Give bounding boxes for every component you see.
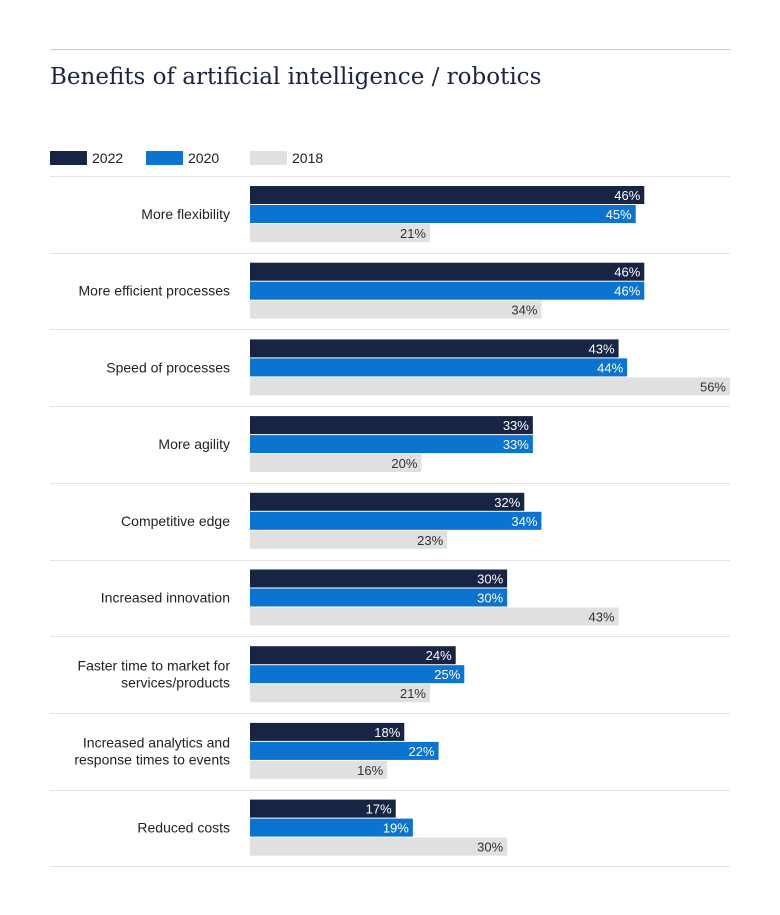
data-label-2018: 34% <box>511 303 537 318</box>
bar-2022 <box>250 646 456 665</box>
data-label-2020: 33% <box>503 437 529 452</box>
bar-2018 <box>250 760 388 779</box>
data-label-2018: 30% <box>477 840 503 855</box>
data-label-2022: 24% <box>426 648 452 663</box>
data-label-2020: 25% <box>434 667 460 682</box>
legend-swatch-2018 <box>250 151 287 165</box>
category-label: More agility <box>158 436 230 452</box>
bar-2018 <box>250 224 430 242</box>
bar-2022 <box>250 339 619 358</box>
data-label-2020: 22% <box>409 744 435 759</box>
data-label-2018: 20% <box>391 456 417 471</box>
category-label: More flexibility <box>141 206 230 222</box>
category-label-line: Competitive edge <box>121 513 230 529</box>
legend-item-2022: 2022 <box>50 148 123 168</box>
category-label: Reduced costs <box>137 820 230 836</box>
legend-item-2020: 2020 <box>146 148 219 168</box>
data-label-2022: 32% <box>494 495 520 510</box>
data-label-2018: 21% <box>400 686 426 701</box>
data-label-2020: 30% <box>477 591 503 606</box>
bar-2020 <box>250 588 508 607</box>
data-label-2022: 46% <box>614 188 640 203</box>
bar-2022 <box>250 492 525 511</box>
bar-2022 <box>250 799 396 818</box>
bar-2020 <box>250 665 465 684</box>
bar-2018 <box>250 837 508 856</box>
legend-swatch-2020 <box>146 151 183 165</box>
legend-label-2018: 2018 <box>292 150 324 166</box>
category-label-line: response times to events <box>74 751 230 767</box>
data-label-2022: 30% <box>477 572 503 587</box>
data-label-2022: 18% <box>374 725 400 740</box>
data-label-2020: 44% <box>597 360 623 375</box>
bar-2018 <box>250 684 430 703</box>
legend-item-2018: 2018 <box>250 148 323 168</box>
bar-2022 <box>250 186 645 204</box>
data-label-2022: 17% <box>366 802 392 817</box>
data-label-2018: 16% <box>357 763 383 778</box>
category-label: Competitive edge <box>121 513 230 529</box>
top-divider <box>50 49 730 50</box>
data-label-2018: 21% <box>400 226 426 241</box>
chart-title: Benefits of artificial intelligence / ro… <box>50 64 542 90</box>
category-label-line: Increased analytics and <box>83 734 230 750</box>
category-label: Speed of processes <box>106 359 230 375</box>
category-label-line: Reduced costs <box>137 820 230 836</box>
data-label-2018: 23% <box>417 533 443 548</box>
data-label-2020: 34% <box>511 514 537 529</box>
data-label-2020: 19% <box>383 821 409 836</box>
bar-2020 <box>250 358 628 377</box>
data-label-2020: 45% <box>606 207 632 222</box>
bar-2022 <box>250 722 405 741</box>
bar-2018 <box>250 300 542 319</box>
data-label-2022: 43% <box>589 341 615 356</box>
bar-2022 <box>250 262 645 281</box>
category-label-line: Faster time to market for <box>78 658 231 674</box>
category-label-line: More agility <box>158 436 230 452</box>
bar-2018 <box>250 454 422 473</box>
category-label-line: Speed of processes <box>106 359 230 375</box>
legend-swatch-2022 <box>50 151 87 165</box>
legend-label-2022: 2022 <box>92 150 124 166</box>
bar-2020 <box>250 511 542 530</box>
category-label: Faster time to market for services/produc… <box>78 658 231 691</box>
category-label-line: More efficient processes <box>79 283 230 299</box>
bar-2020 <box>250 741 439 760</box>
category-label-line: Increased innovation <box>101 590 230 606</box>
data-label-2020: 46% <box>614 284 640 299</box>
category-label-line: services/products <box>121 675 230 691</box>
legend-label-2020: 2020 <box>188 150 220 166</box>
bar-2022 <box>250 416 533 435</box>
bar-2020 <box>250 281 645 300</box>
bar-2020 <box>250 205 636 223</box>
bar-2018 <box>250 607 619 626</box>
data-label-2018: 43% <box>589 610 615 625</box>
bar-2020 <box>250 818 413 837</box>
bar-2018 <box>250 530 448 549</box>
bar-2018 <box>250 377 730 396</box>
category-label: More efficient processes <box>79 283 230 299</box>
bar-2020 <box>250 435 533 454</box>
data-label-2022: 33% <box>503 418 529 433</box>
data-label-2022: 46% <box>614 265 640 280</box>
category-label: Increased analytics and response times to… <box>74 734 230 767</box>
bar-2022 <box>250 569 508 588</box>
category-label: Increased innovation <box>101 590 230 606</box>
data-label-2018: 56% <box>700 379 726 394</box>
category-label-line: More flexibility <box>141 206 230 222</box>
